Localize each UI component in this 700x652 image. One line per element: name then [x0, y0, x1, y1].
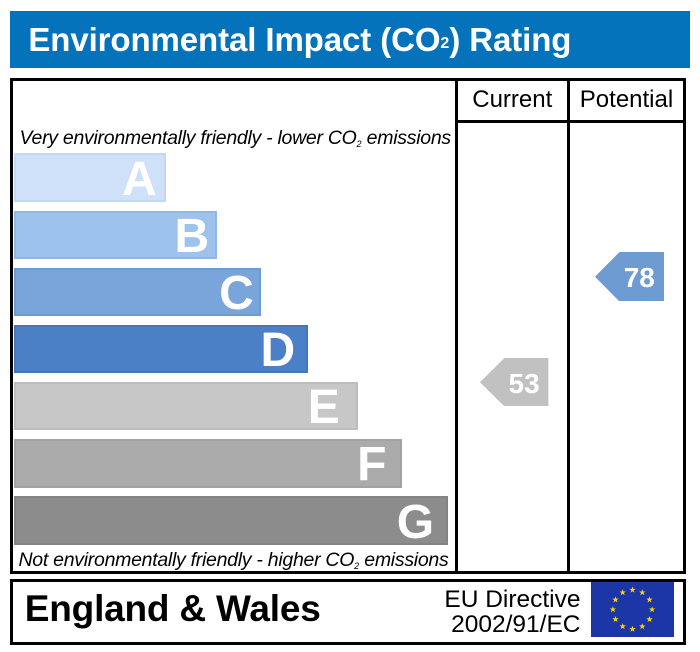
svg-text:78: 78 — [624, 261, 655, 292]
svg-text:53: 53 — [509, 368, 540, 399]
